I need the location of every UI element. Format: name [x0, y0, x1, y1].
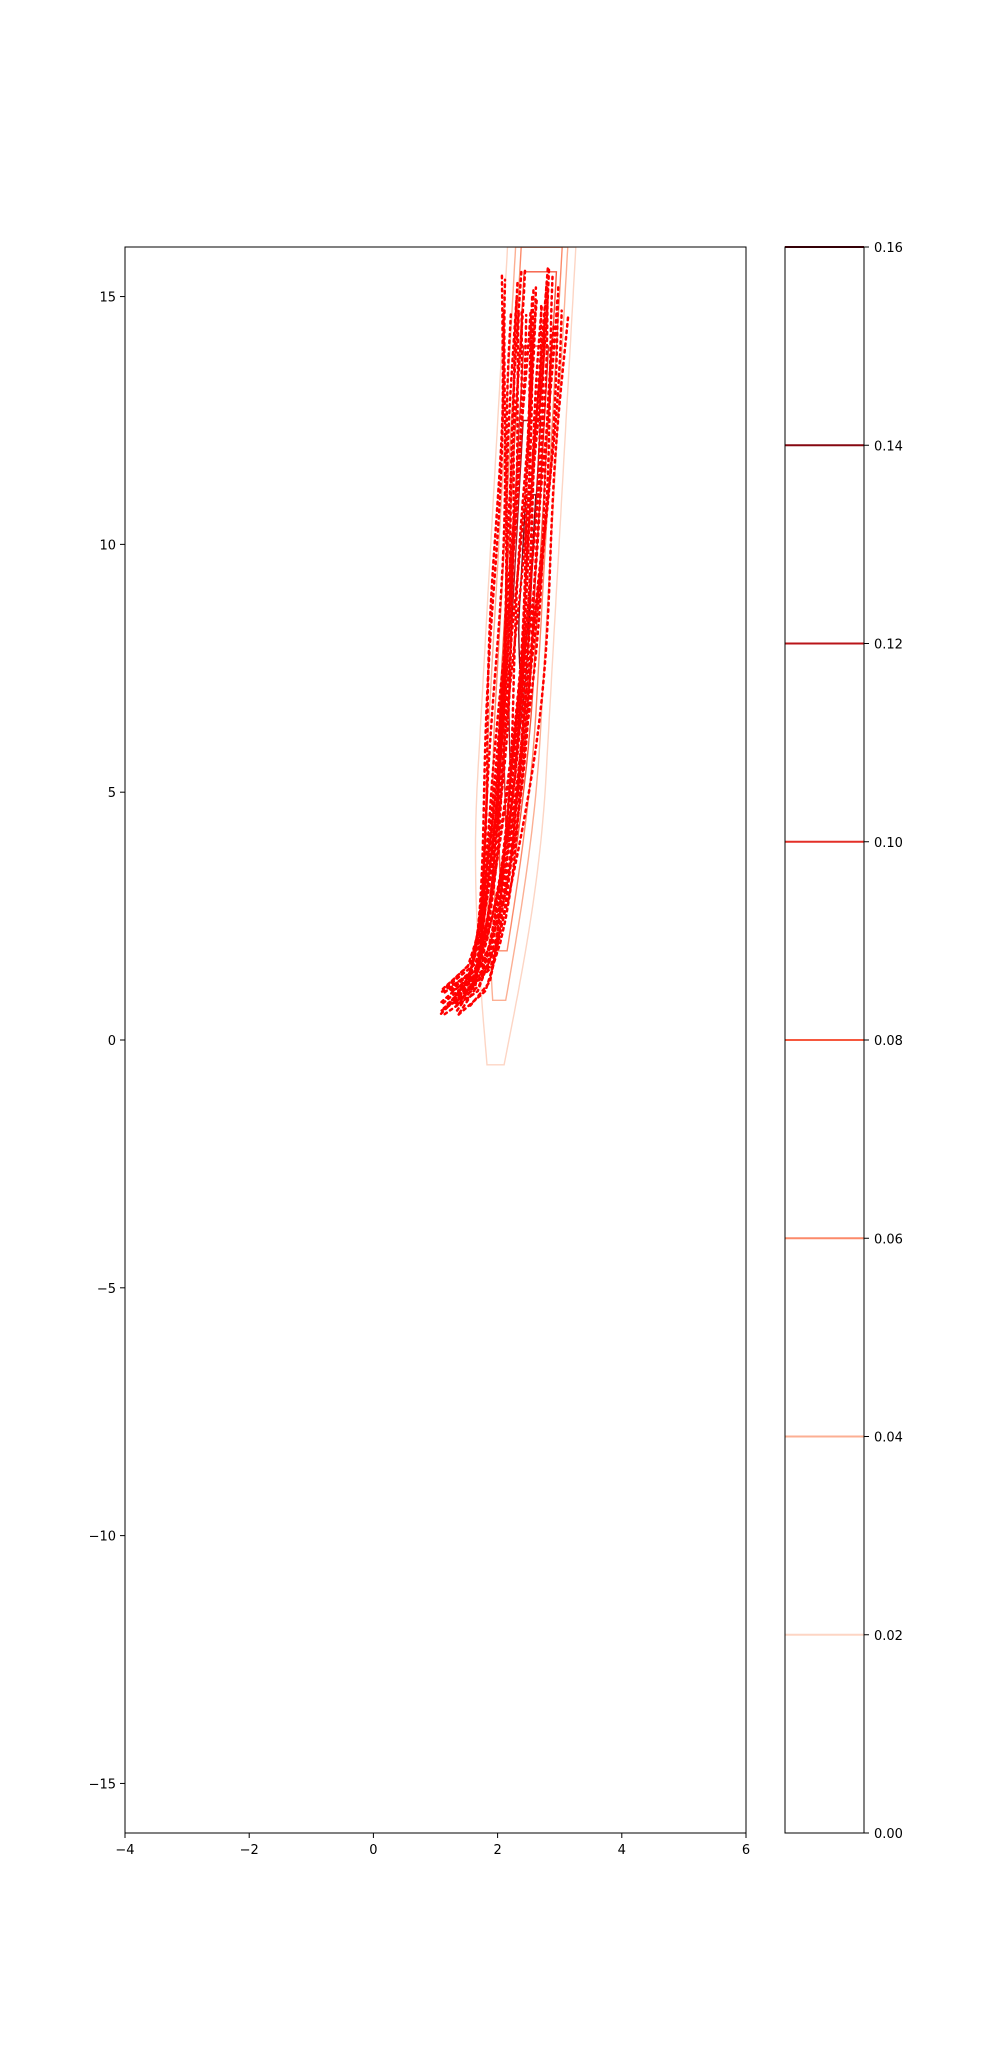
trajectory-path — [453, 272, 505, 1002]
x-tick-label: 6 — [742, 1843, 750, 1858]
plot-frame — [124, 246, 747, 1834]
y-tick-label: 10 — [99, 538, 116, 553]
trajectory-layer — [439, 266, 570, 1016]
x-tick-label: −2 — [240, 1843, 259, 1858]
trajectory-path — [443, 323, 555, 1016]
trajectory-path — [445, 303, 544, 989]
trajectory-path — [451, 316, 570, 992]
trajectory-path — [441, 286, 535, 1005]
x-tick-label: −4 — [115, 1843, 134, 1858]
colorbar-tick-label: 0.14 — [874, 439, 903, 454]
x-tick-label: 4 — [618, 1843, 626, 1858]
plot-area: −4 −2 0 2 4 6 −15 −10 −5 0 5 10 15 — [89, 246, 750, 1858]
colorbar-tick-label: 0.12 — [874, 638, 903, 653]
trajectory-path — [446, 269, 523, 1007]
colorbar-tick-label: 0.10 — [874, 836, 903, 851]
colorbar-tick-label: 0.06 — [874, 1232, 903, 1247]
x-tick-label: 2 — [493, 1843, 501, 1858]
trajectory-path — [441, 311, 532, 991]
trajectory-path — [445, 311, 520, 988]
trajectory-path — [446, 281, 548, 1005]
colorbar-ticks: 0.00 0.02 0.04 0.06 0.08 0.10 0.12 0.14 0.16 — [864, 241, 903, 1842]
y-tick-label: 15 — [99, 291, 116, 306]
colorbar-tick-label: 0.16 — [874, 241, 903, 256]
trajectory-path — [440, 283, 560, 1012]
y-tick-label: −5 — [97, 1282, 116, 1297]
y-tick-label: −10 — [89, 1530, 116, 1545]
contour-line — [492, 247, 563, 952]
trajectory-path — [458, 278, 507, 1005]
trajectory-path — [452, 266, 550, 1004]
colorbar-levels — [785, 246, 864, 1636]
colorbar-tick-label: 0.02 — [874, 1629, 903, 1644]
x-tick-label: 0 — [369, 1843, 377, 1858]
colorbar-tick-label: 0.04 — [874, 1431, 903, 1446]
y-tick-label: −15 — [89, 1777, 116, 1792]
y-axis: −15 −10 −5 0 5 10 15 — [89, 291, 125, 1792]
contour-line — [474, 247, 577, 1066]
x-axis: −4 −2 0 2 4 6 — [115, 1833, 750, 1858]
colorbar: 0.00 0.02 0.04 0.06 0.08 0.10 0.12 0.14 0.16 — [784, 241, 903, 1842]
y-tick-label: 0 — [108, 1034, 116, 1049]
contour-line — [485, 247, 569, 1001]
colorbar-tick-label: 0.00 — [874, 1827, 903, 1842]
colorbar-tick-label: 0.08 — [874, 1034, 903, 1049]
y-tick-label: 5 — [108, 786, 116, 801]
trajectory-path — [460, 275, 554, 991]
